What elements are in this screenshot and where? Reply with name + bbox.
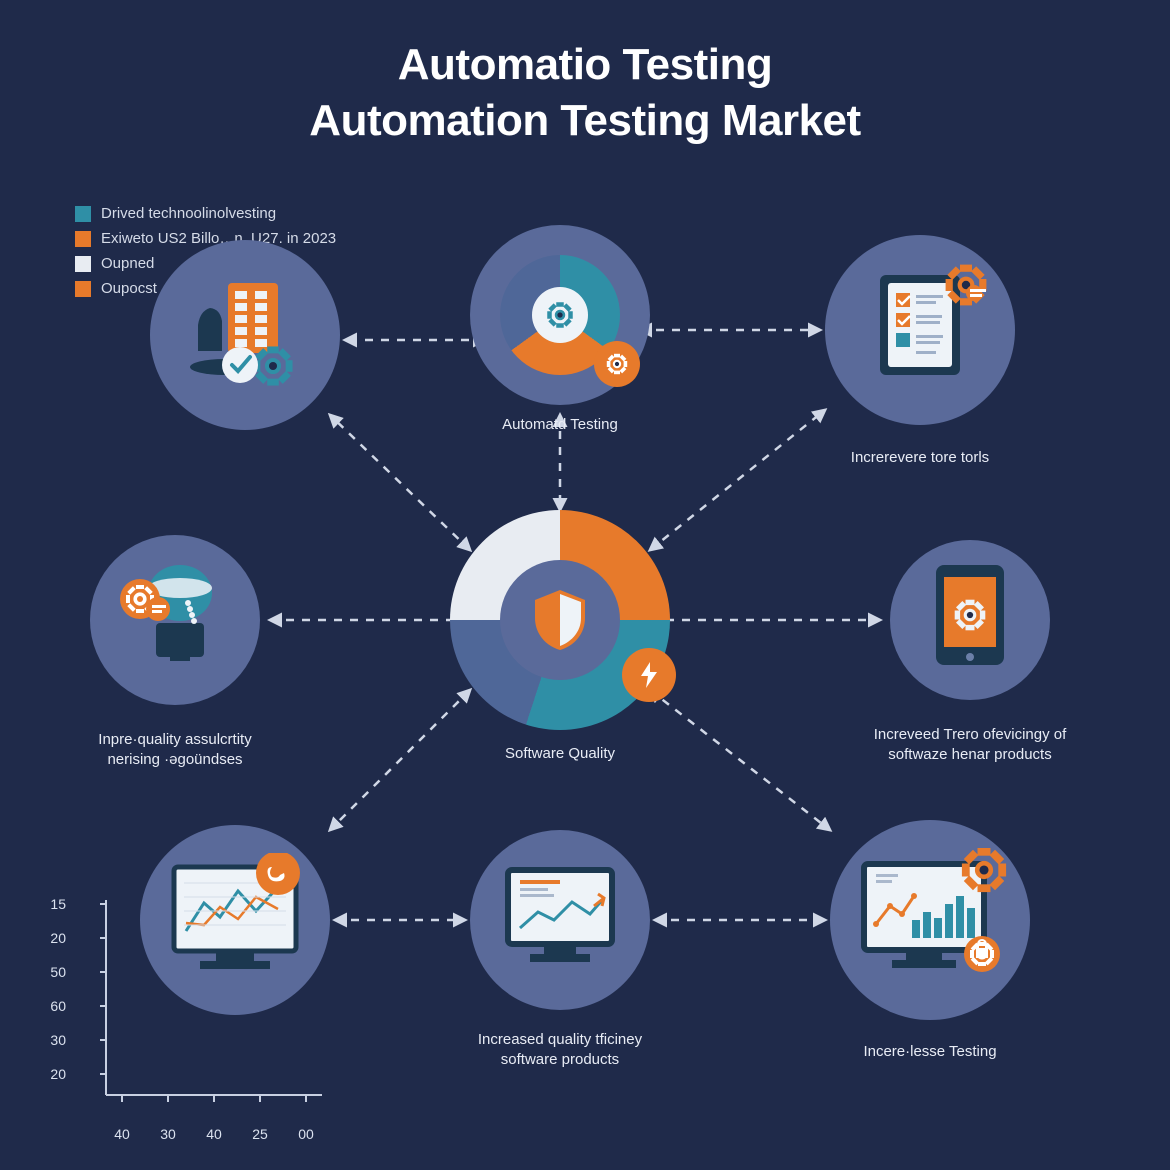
node-top_left xyxy=(150,240,340,430)
node-label-mid_right: Increveed Trero ofevicingy of softwaze h… xyxy=(870,725,1070,766)
security-gear-icon xyxy=(110,553,240,688)
node-mid_right xyxy=(890,540,1050,700)
title-line-2: Automation Testing Market xyxy=(0,96,1170,146)
axis-chart-svg xyxy=(72,890,332,1120)
shield-icon xyxy=(531,588,589,652)
building-gear-icon xyxy=(180,273,310,398)
axis-y-tick-label: 20 xyxy=(42,1066,66,1082)
gear-icon xyxy=(605,352,629,376)
gear-icon xyxy=(962,848,1006,892)
axis-y-tick-label: 60 xyxy=(42,998,66,1014)
node-label-top_right: Increrevere tore torls xyxy=(820,448,1020,468)
title-line-1: Automatio Testing xyxy=(0,40,1170,90)
bolt-icon xyxy=(639,662,659,688)
gear-icon xyxy=(955,599,986,630)
axis-x-tick-label: 00 xyxy=(291,1126,321,1142)
axis-y-tick-label: 20 xyxy=(42,930,66,946)
top-node-label: Automatd Testing xyxy=(460,415,660,435)
top-node xyxy=(470,225,650,405)
gear-icon xyxy=(545,300,575,330)
axis-chart: 152050603020 4030402500 xyxy=(72,890,332,1120)
center-donut-chart xyxy=(450,510,670,730)
monitor-line-icon xyxy=(490,858,630,983)
node-label-bot_mid: Increased quality tficiney software prod… xyxy=(460,1030,660,1071)
document-check-icon xyxy=(850,263,990,398)
gear-icon xyxy=(946,264,987,305)
gear-icon xyxy=(253,346,292,385)
diagram-canvas: Software Quality Automatd Testing xyxy=(0,200,1170,1170)
center-node-label: Software Quality xyxy=(460,744,660,764)
node-top_right xyxy=(825,235,1015,425)
axis-y-tick-label: 30 xyxy=(42,1032,66,1048)
axis-x-tick-label: 25 xyxy=(245,1126,275,1142)
title-block: Automatio Testing Automation Testing Mar… xyxy=(0,0,1170,146)
node-label-bot_right: Incere·lesse Testing xyxy=(830,1042,1030,1062)
axis-y-tick-label: 15 xyxy=(42,896,66,912)
axis-x-tick-label: 40 xyxy=(199,1126,229,1142)
node-mid_left xyxy=(90,535,260,705)
tablet-gear-icon xyxy=(910,553,1030,688)
axis-x-tick-label: 40 xyxy=(107,1126,137,1142)
axis-y-tick-label: 50 xyxy=(42,964,66,980)
node-label-mid_left: Inpre·quality assulcrtity nerising ·əgoü… xyxy=(75,730,275,771)
monitor-bars-icon xyxy=(850,848,1010,993)
node-bot_right xyxy=(830,820,1030,1020)
node-bot_mid xyxy=(470,830,650,1010)
axis-x-tick-label: 30 xyxy=(153,1126,183,1142)
